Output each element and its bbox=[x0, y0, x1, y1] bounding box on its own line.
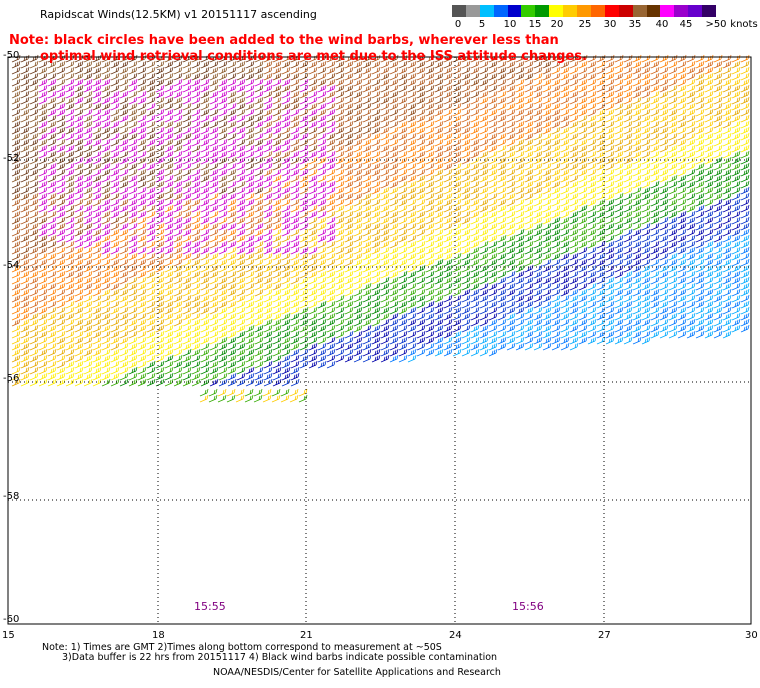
time-label-1: 15:55 bbox=[194, 600, 226, 613]
longitude-label: 15 bbox=[2, 630, 15, 641]
legend-label: 10 bbox=[503, 19, 517, 30]
note-line-1: Note: black circles have been added to t… bbox=[9, 33, 559, 48]
lat-lon-grid bbox=[8, 57, 751, 624]
legend-swatch bbox=[452, 5, 467, 17]
legend-swatch bbox=[479, 5, 495, 17]
map-title: Rapidscat Winds(12.5KM) v1 20151117 asce… bbox=[40, 8, 317, 21]
legend-label: 45 bbox=[679, 19, 693, 30]
wind-barb-group bbox=[11, 54, 579, 267]
wind-barb-group bbox=[407, 234, 750, 363]
legend-swatch bbox=[590, 5, 606, 17]
latitude-label: -56 bbox=[3, 373, 20, 384]
wind-barb-group bbox=[11, 60, 750, 387]
longitude-label: 24 bbox=[449, 630, 462, 641]
legend-swatch bbox=[507, 5, 522, 17]
legend-label: 35 bbox=[628, 19, 642, 30]
legend-label: 20 bbox=[550, 19, 564, 30]
note-line-2: optimal wind retrieval conditions are me… bbox=[40, 49, 587, 64]
legend-swatch bbox=[604, 5, 620, 17]
wind-barbs-layer bbox=[11, 54, 750, 403]
latitude-label: -58 bbox=[3, 491, 20, 502]
wind-barb-group bbox=[209, 198, 750, 387]
legend-swatch bbox=[632, 5, 648, 17]
legend-label: 15 bbox=[528, 19, 542, 30]
wind-barb-group bbox=[38, 78, 336, 255]
legend-swatch bbox=[521, 5, 536, 17]
wind-barb-group bbox=[11, 54, 750, 321]
legend-label: 0 bbox=[454, 19, 462, 30]
latitude-label: -50 bbox=[3, 50, 20, 61]
wind-barb-group bbox=[218, 186, 750, 387]
wind-barb-group bbox=[11, 66, 750, 403]
longitude-label: 21 bbox=[300, 630, 313, 641]
legend-swatch bbox=[688, 5, 703, 17]
legend-swatch bbox=[618, 5, 634, 17]
footer-note-line-1: Note: 1) Times are GMT 2)Times along bot… bbox=[42, 642, 442, 653]
latitude-label: -52 bbox=[3, 153, 20, 164]
legend-swatch bbox=[493, 5, 509, 17]
legend-swatch bbox=[549, 5, 564, 17]
map-frame bbox=[7, 56, 752, 625]
wind-barb-group bbox=[20, 120, 750, 387]
legend-swatch bbox=[646, 5, 661, 17]
latitude-label: -54 bbox=[3, 260, 20, 271]
legend-swatch bbox=[674, 5, 689, 17]
legend-label: >50 bbox=[705, 19, 727, 30]
latitude-label: -60 bbox=[3, 614, 20, 625]
legend-swatch bbox=[563, 5, 578, 17]
wind-barb-group bbox=[11, 54, 264, 195]
footer-note-line-2: 3)Data buffer is 22 hrs from 20151117 4)… bbox=[62, 652, 498, 663]
time-label-2: 15:56 bbox=[512, 600, 544, 613]
wind-barb-group bbox=[119, 156, 750, 387]
longitude-label: 30 bbox=[745, 630, 758, 641]
legend-label: 40 bbox=[655, 19, 669, 30]
legend-label: knots bbox=[730, 19, 758, 30]
footer-credit: NOAA/NESDIS/Center for Satellite Applica… bbox=[213, 667, 501, 678]
legend-swatch bbox=[465, 5, 481, 17]
legend-swatch bbox=[702, 5, 717, 17]
longitude-label: 18 bbox=[152, 630, 165, 641]
wind-barb-group bbox=[389, 228, 750, 363]
legend-label: 25 bbox=[578, 19, 592, 30]
legend-label: 5 bbox=[478, 19, 486, 30]
legend-label: 30 bbox=[603, 19, 617, 30]
legend-swatch bbox=[577, 5, 592, 17]
wind-barb-group bbox=[11, 54, 732, 327]
wind-barb-group bbox=[101, 150, 750, 403]
wind-barb-group bbox=[11, 54, 552, 261]
legend-swatch bbox=[535, 5, 550, 17]
legend-swatch bbox=[660, 5, 675, 17]
wind-barb-group bbox=[11, 54, 264, 195]
longitude-label: 27 bbox=[598, 630, 611, 641]
